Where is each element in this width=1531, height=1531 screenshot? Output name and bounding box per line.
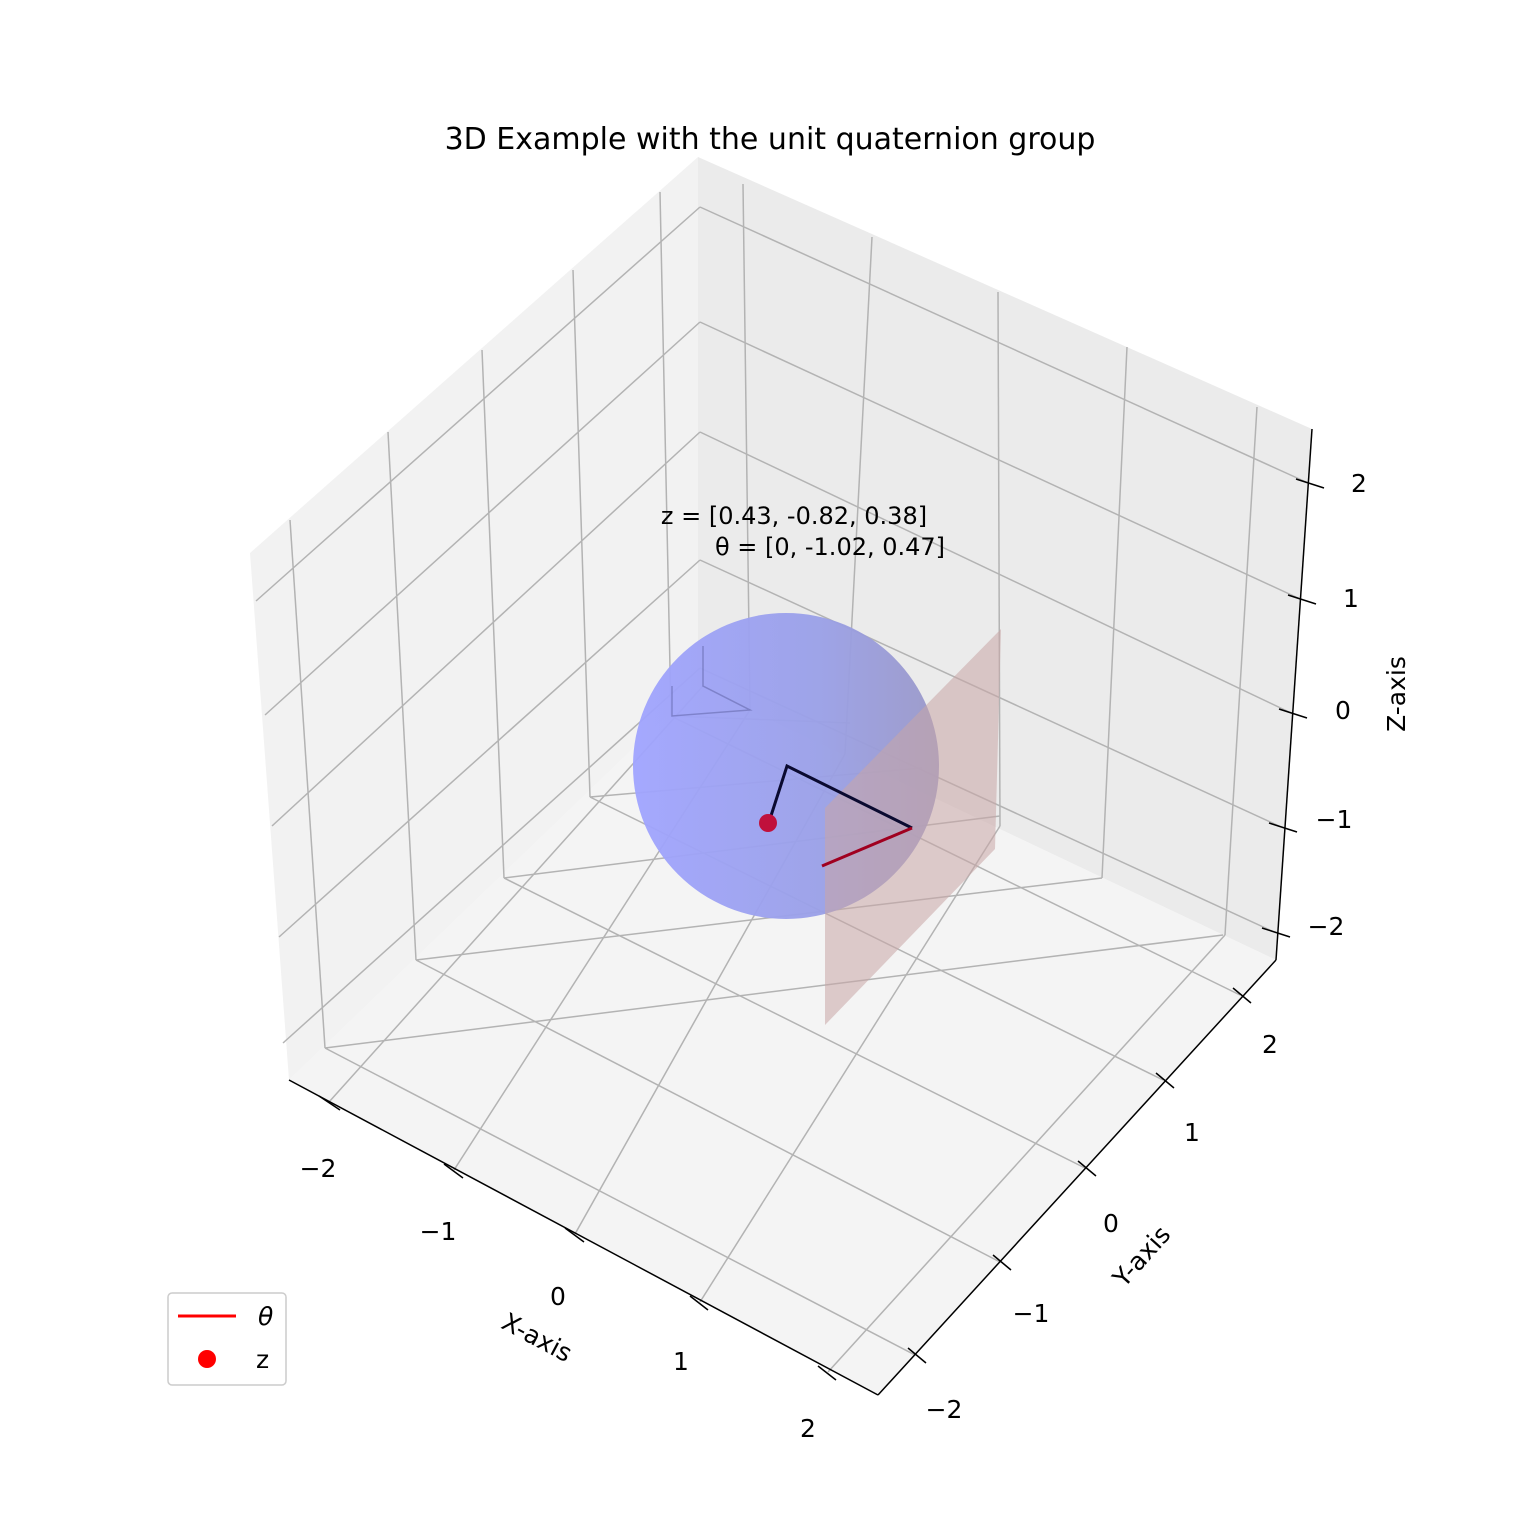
left-pane-grid-line [278, 559, 701, 938]
left-pane-grid-line [255, 206, 701, 602]
y-axis-line [877, 959, 1277, 1396]
y-tick-label: 2 [1262, 1030, 1278, 1059]
x-axis-tick [817, 1365, 837, 1381]
z-tick-label: 1 [1343, 584, 1359, 613]
x-axis-tick [689, 1295, 709, 1311]
x-tick-label: 0 [550, 1282, 566, 1311]
right-pane-grid-line [1101, 346, 1128, 879]
annotation-theta: θ = [0, -1.02, 0.47] [715, 533, 945, 561]
left-pane-grid-line [264, 321, 701, 716]
right-pane-grid-line [699, 321, 1299, 599]
annotation-z: z = [0.43, -0.82, 0.38] [661, 502, 927, 530]
y-tick-label: 1 [1184, 1118, 1200, 1147]
z-axis-tick [1261, 927, 1291, 938]
floor-grid-line [415, 959, 1001, 1263]
z-axis-tick [1287, 594, 1317, 605]
left-pane-grid-line [572, 269, 591, 798]
x-axis-tick [318, 1095, 341, 1111]
y-tick-label: 0 [1103, 1209, 1119, 1238]
floor-grid-line [827, 934, 1226, 1373]
y-axis-tick [1077, 1160, 1097, 1177]
x-axis-label: X-axis [497, 1307, 577, 1368]
x-tick-label: −2 [300, 1154, 337, 1183]
left-pane-grid-line [481, 349, 505, 879]
x-tick-label: 2 [800, 1414, 816, 1443]
z-axis-tick [1278, 708, 1308, 719]
y-tick-label: −1 [1013, 1299, 1050, 1328]
legend-z-label: z [256, 1345, 269, 1374]
left-pane [250, 157, 698, 1080]
chart-title: 3D Example with the unit quaternion grou… [445, 122, 1096, 157]
y-axis-tick [992, 1254, 1012, 1271]
point-z [759, 814, 777, 832]
right-pane [698, 157, 1312, 960]
right-pane-grid-line [997, 291, 1001, 827]
x-tick-label: 1 [673, 1347, 689, 1376]
left-pane-grid-line [289, 519, 326, 1049]
left-pane-grid-line [282, 667, 701, 1044]
left-pane-grid-line [271, 431, 701, 827]
legend: θ z [167, 1292, 287, 1386]
y-axis-tick [1155, 1072, 1175, 1089]
z-tick-label: −2 [1308, 912, 1345, 941]
y-axis-tick [907, 1347, 927, 1364]
axis-ticks [318, 478, 1325, 1381]
z-axis-line [1275, 428, 1313, 961]
z-tick-label: 0 [1335, 696, 1351, 725]
z-axis-tick [1295, 478, 1325, 489]
floor-grid-line [503, 877, 1086, 1169]
z-axis-label: Z-axis [1382, 656, 1411, 732]
sphere-inner-grid [671, 646, 753, 717]
y-tick-label: −2 [926, 1395, 963, 1424]
floor-grid-line [415, 877, 1103, 961]
black-path [767, 763, 913, 830]
z-tick-label: −1 [1316, 805, 1353, 834]
left-pane-grid-line [387, 431, 417, 961]
floor-pane [289, 686, 1276, 1395]
x-tick-label: −1 [420, 1217, 457, 1246]
tangent-plane [825, 629, 1001, 1025]
y-axis-tick [1232, 987, 1252, 1004]
x-axis-line [288, 1079, 879, 1396]
floor-grid-line [324, 1047, 916, 1356]
theta-vector [821, 826, 913, 868]
right-pane-grid-line [699, 206, 1307, 483]
x-axis-tick [443, 1163, 464, 1179]
x-axis-tick [564, 1227, 585, 1243]
left-pane-grid-line [659, 191, 672, 717]
legend-theta-label: θ [258, 1302, 273, 1331]
floor-grid-line [324, 934, 1224, 1049]
right-pane-grid-line [699, 431, 1290, 713]
legend-z-marker [198, 1350, 216, 1368]
z-tick-label: 2 [1351, 469, 1367, 498]
floor-grid-line [699, 825, 1001, 1303]
z-axis-tick [1268, 822, 1298, 833]
right-pane-grid-line [1224, 406, 1258, 936]
